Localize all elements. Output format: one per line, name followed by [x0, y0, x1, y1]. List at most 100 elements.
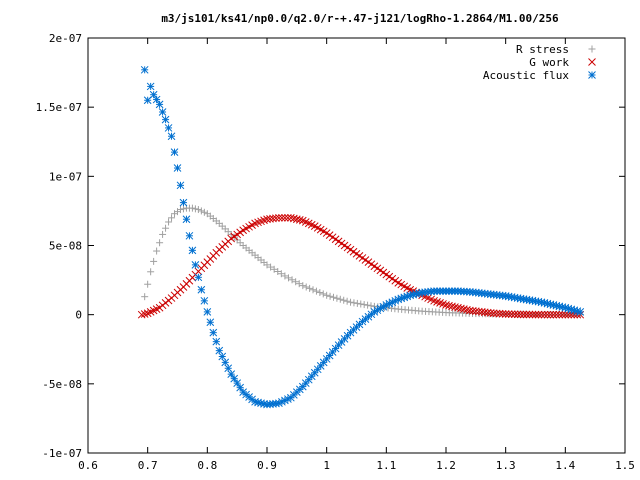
data-point — [364, 301, 372, 309]
data-point — [188, 246, 197, 255]
data-point — [150, 257, 158, 265]
data-point — [168, 214, 176, 222]
series-layer — [137, 65, 585, 409]
data-point — [510, 310, 519, 319]
data-point — [288, 276, 296, 284]
data-point — [522, 310, 531, 319]
legend-label: R stress — [516, 43, 569, 56]
data-point — [534, 310, 543, 319]
x-tick-label: 1.3 — [496, 459, 516, 472]
data-point — [519, 310, 528, 319]
x-tick-label: 1.2 — [436, 459, 456, 472]
data-point — [295, 280, 303, 288]
data-point — [197, 207, 205, 215]
legend-marker — [588, 58, 596, 66]
data-point — [275, 399, 283, 408]
data-point — [385, 299, 394, 308]
data-point — [495, 309, 504, 318]
data-point — [323, 291, 331, 299]
data-point — [188, 204, 196, 212]
data-point — [525, 310, 534, 319]
data-point — [360, 301, 368, 309]
data-point — [257, 399, 265, 408]
data-point — [460, 305, 468, 313]
data-point — [212, 337, 221, 346]
data-point — [233, 379, 242, 387]
data-point — [347, 298, 355, 306]
x-tick-label: 0.9 — [257, 459, 277, 472]
data-point — [176, 206, 184, 214]
data-point — [540, 310, 549, 319]
y-tick-label: 0 — [75, 309, 82, 322]
data-point — [277, 270, 285, 278]
x-tick-label: 1.4 — [555, 459, 575, 472]
x-tick-label: 1.1 — [376, 459, 396, 472]
legend-label: Acoustic flux — [483, 69, 569, 82]
data-point — [343, 297, 351, 305]
y-tick-label: 5e-08 — [49, 240, 82, 253]
x-tick-label: 1.5 — [615, 459, 635, 472]
data-point — [173, 164, 182, 172]
data-point — [164, 124, 173, 132]
data-point — [546, 310, 555, 319]
data-point — [319, 290, 327, 298]
data-point — [281, 272, 289, 280]
data-point — [162, 224, 170, 232]
x-tick-label: 0.6 — [78, 459, 98, 472]
data-point — [191, 205, 199, 213]
series-g-work — [137, 213, 585, 319]
data-point — [336, 295, 344, 303]
data-point — [501, 310, 510, 318]
data-point — [289, 214, 298, 223]
data-point — [576, 308, 585, 316]
data-point — [176, 181, 185, 190]
data-point — [144, 280, 152, 288]
series-r-stress — [141, 204, 584, 319]
data-point — [137, 310, 146, 319]
data-point — [155, 100, 164, 109]
data-point — [326, 292, 334, 300]
x-tick-label: 0.7 — [138, 459, 158, 472]
data-point — [504, 310, 513, 318]
data-point — [486, 309, 495, 317]
data-point — [367, 302, 375, 310]
data-point — [141, 293, 149, 301]
data-point — [167, 132, 176, 141]
data-point — [507, 310, 516, 319]
x-axis: 0.6 0.7 0.8 0.9 1 1.1 1.2 1.3 1.4 1.5 — [78, 38, 635, 472]
data-point — [278, 213, 286, 222]
data-point — [194, 273, 203, 282]
data-point — [353, 299, 361, 307]
data-point — [281, 213, 289, 222]
data-point — [140, 310, 149, 318]
series-acoustic-flux — [140, 65, 585, 409]
data-point — [206, 318, 215, 327]
data-point — [564, 310, 573, 319]
data-point — [161, 115, 170, 124]
data-point — [340, 296, 348, 304]
data-point — [287, 213, 295, 222]
data-point — [492, 309, 501, 318]
data-point — [200, 208, 208, 216]
data-point — [159, 230, 167, 238]
data-point — [267, 263, 275, 271]
data-point — [552, 310, 561, 319]
data-point — [194, 206, 202, 214]
data-point — [270, 265, 278, 273]
data-point — [528, 296, 537, 305]
data-point — [333, 294, 341, 302]
data-point — [179, 205, 187, 213]
data-point — [519, 295, 528, 303]
data-point — [513, 310, 522, 319]
data-point — [531, 310, 540, 319]
chart-title: m3/js101/ks41/np0.0/q2.0/r-+.47-j121/log… — [161, 12, 559, 25]
legend-marker — [588, 45, 596, 53]
y-tick-label: 1e-07 — [49, 170, 82, 183]
data-point — [191, 261, 200, 269]
data-point — [445, 301, 453, 310]
data-point — [498, 309, 507, 318]
data-point — [182, 215, 191, 224]
data-point — [147, 268, 155, 276]
data-point — [179, 198, 188, 207]
